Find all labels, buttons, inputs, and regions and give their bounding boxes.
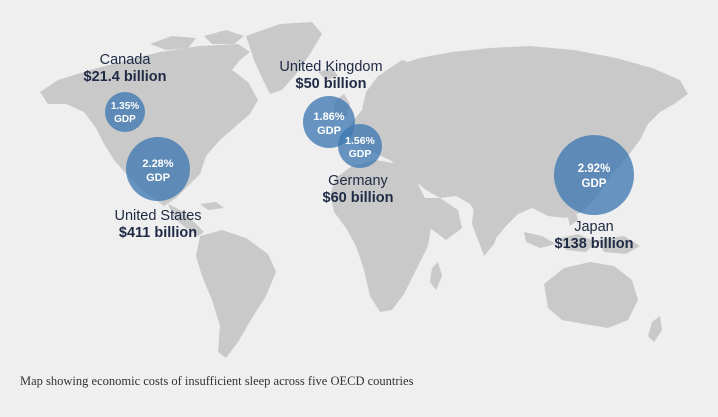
germany-label: Germany $60 billion: [292, 173, 424, 207]
south-america: [196, 230, 276, 358]
new-guinea: [598, 236, 640, 254]
australia: [544, 262, 638, 328]
greenland: [246, 22, 322, 94]
united-kingdom-name: United Kingdom: [279, 59, 383, 75]
united-states-label: United States $411 billion: [88, 208, 228, 242]
united-kingdom-gdp-value: 1.86%: [313, 111, 344, 123]
united-kingdom-cost: $50 billion: [295, 76, 367, 93]
japan-name: Japan: [574, 219, 614, 235]
north-america: [40, 44, 258, 206]
germany-cost: $60 billion: [322, 190, 394, 207]
landmass: [40, 22, 688, 358]
canada-name: Canada: [99, 52, 151, 68]
arabia: [418, 198, 462, 240]
gdp-bubbles: 1.35% GDP 2.28% GDP 1.86% GDP 1.56% GDP …: [105, 92, 634, 215]
eurasia: [346, 46, 688, 238]
japan-bubble: 2.92% GDP: [554, 135, 634, 215]
germany-bubble-circle: [338, 124, 382, 168]
central-america: [168, 204, 204, 236]
united-states-bubble: 2.28% GDP: [126, 137, 190, 201]
new-zealand: [648, 316, 662, 342]
arctic-islands: [150, 36, 196, 50]
united-kingdom-label: United Kingdom $50 billion: [258, 59, 404, 93]
philippines: [566, 206, 578, 226]
canada-cost: $21.4 billion: [83, 69, 167, 86]
united-kingdom-gdp-unit: GDP: [317, 125, 341, 137]
caribbean: [200, 202, 224, 210]
scandinavia: [372, 60, 414, 110]
united-states-cost: $411 billion: [118, 225, 198, 242]
indonesia-east: [560, 234, 596, 252]
canada-bubble: 1.35% GDP: [105, 92, 145, 132]
map-caption: Map showing economic costs of insufficie…: [20, 374, 414, 388]
united-states-bubble-circle: [126, 137, 190, 201]
canada-bubble-circle: [105, 92, 145, 132]
japan-label: Japan $138 billion: [534, 219, 654, 253]
india: [472, 206, 502, 256]
united-states-name: United States: [114, 208, 202, 224]
canada-gdp-value: 1.35%: [111, 101, 139, 112]
canada-label: Canada $21.4 billion: [60, 52, 190, 86]
iceland: [318, 68, 338, 80]
japan-bubble-circle: [554, 135, 634, 215]
canada-gdp-unit: GDP: [114, 114, 136, 125]
germany-bubble: 1.56% GDP: [338, 124, 382, 168]
arctic-islands-east: [204, 30, 244, 44]
germany-name: Germany: [328, 173, 388, 189]
germany-gdp-value: 1.56%: [345, 135, 375, 147]
africa: [330, 160, 432, 312]
indonesia-west: [524, 232, 556, 248]
germany-gdp-unit: GDP: [349, 148, 372, 160]
japan-cost: $138 billion: [554, 236, 634, 253]
japan-gdp-unit: GDP: [582, 178, 607, 190]
japan-gdp-value: 2.92%: [578, 163, 611, 175]
united-states-gdp-unit: GDP: [146, 172, 170, 184]
madagascar: [430, 262, 442, 290]
united-states-gdp-value: 2.28%: [142, 158, 173, 170]
